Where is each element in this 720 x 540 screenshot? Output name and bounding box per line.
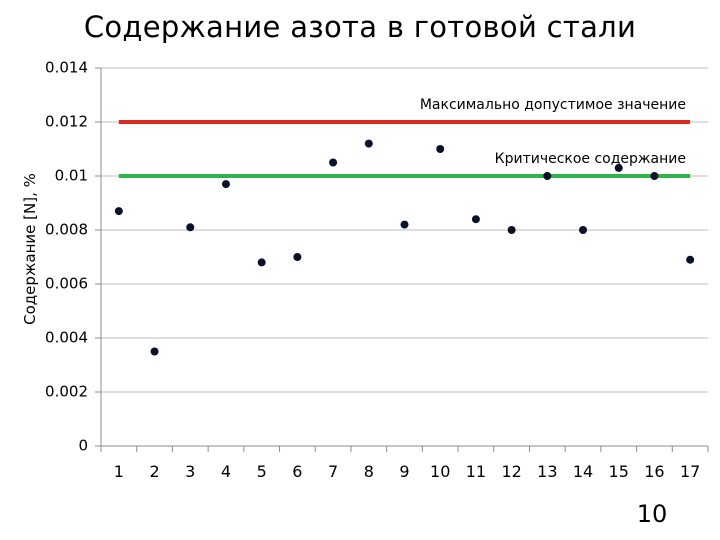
x-tick-label: 2 [149,462,159,481]
data-point [507,226,516,234]
reference-lines: Максимально допустимое значение Критическ… [118,97,691,178]
x-tick-label: 5 [257,462,267,481]
x-tick-label: 9 [399,462,409,481]
data-point [150,347,159,356]
x-tick-label: 13 [537,462,557,481]
y-tick-labels: 0 0.002 0.004 0.006 0.008 0.01 0.012 0.014 [45,59,88,455]
reference-line-label: Максимально допустимое значение [420,97,686,113]
y-tick-label: 0.01 [55,167,88,185]
data-points [114,139,695,356]
slide-number: 10 [636,500,668,528]
data-point [614,163,623,172]
axes [95,67,709,452]
y-axis-label: Содержание [N], % [21,173,39,325]
x-tick-label: 12 [501,462,521,481]
x-tick-label: 16 [644,462,664,481]
y-tick-label: 0 [78,437,88,455]
data-point [257,258,266,267]
data-point [114,207,123,216]
data-point [686,255,695,264]
data-point [221,180,230,189]
data-point [436,145,445,153]
data-point [293,253,302,261]
x-tick-label: 8 [364,462,374,481]
x-tick-label: 3 [185,462,195,481]
reference-line-label: Критическое содержание [495,151,686,167]
y-tick-label: 0.004 [45,329,88,347]
y-tick-label: 0.006 [45,275,88,293]
x-tick-label: 4 [221,462,231,481]
data-point [579,226,588,234]
data-point [400,220,409,229]
x-tick-label: 17 [680,462,700,481]
x-tick-label: 15 [609,462,629,481]
y-tick-label: 0.012 [45,113,88,131]
y-tick-label: 0.008 [45,221,88,239]
data-point [543,172,552,180]
y-tick-label: 0.014 [45,59,88,77]
data-point [471,215,480,224]
x-tick-label: 7 [328,462,338,481]
x-tick-label: 10 [430,462,450,481]
chart-title: Содержание азота в готовой стали [83,10,637,44]
x-tick-label: 11 [466,462,486,481]
x-tick-label: 6 [292,462,302,481]
data-point [650,172,659,180]
data-point [186,223,195,232]
x-tick-label: 14 [573,462,593,481]
x-tick-labels: 1 2 3 4 5 6 7 8 9 10 11 12 13 14 15 16 17 [114,462,701,481]
data-point [364,139,373,148]
data-point [329,158,338,167]
y-tick-label: 0.002 [45,383,88,401]
x-tick-label: 1 [114,462,124,481]
